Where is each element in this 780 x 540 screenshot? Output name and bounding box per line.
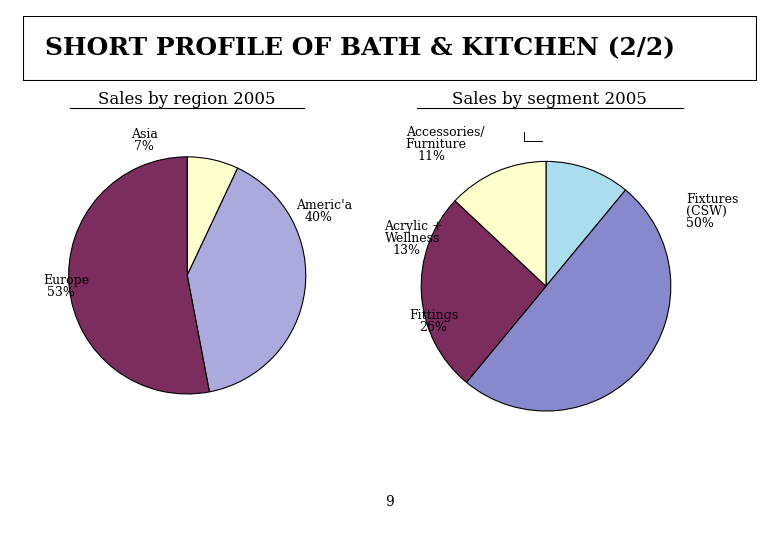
Text: Sales by segment 2005: Sales by segment 2005 [452,91,647,108]
Text: Acrylic +: Acrylic + [385,220,443,233]
Text: 26%: 26% [419,321,447,334]
Text: 53%: 53% [47,286,75,299]
Text: Fittings: Fittings [410,309,459,322]
Text: 40%: 40% [304,211,332,224]
Text: 9: 9 [385,495,395,509]
Text: Sales by region 2005: Sales by region 2005 [98,91,276,108]
Text: AMERICAN: AMERICAN [679,491,725,500]
Text: Americ'a: Americ'a [296,199,353,212]
Text: Furniture: Furniture [406,138,466,151]
Wedge shape [421,201,546,382]
Text: 50%: 50% [686,217,714,230]
Wedge shape [69,157,209,394]
Text: 13%: 13% [392,244,420,257]
Text: (CSW): (CSW) [686,205,727,218]
Text: SHORT PROFILE OF BATH & KITCHEN (2/2): SHORT PROFILE OF BATH & KITCHEN (2/2) [45,37,675,60]
Text: Fixtures: Fixtures [686,193,739,206]
Text: Asia: Asia [131,129,158,141]
Wedge shape [455,161,546,286]
Text: Accessories/: Accessories/ [406,126,484,139]
Wedge shape [466,190,671,411]
Wedge shape [187,157,238,275]
Wedge shape [546,161,626,286]
Text: COMPANIES: COMPANIES [681,514,723,519]
Text: Wellness: Wellness [385,232,440,245]
Text: 7%: 7% [134,140,154,153]
Text: 11%: 11% [417,150,445,163]
Text: Europe: Europe [43,274,89,287]
Text: STANDARD: STANDARD [679,501,725,510]
Wedge shape [187,168,306,392]
